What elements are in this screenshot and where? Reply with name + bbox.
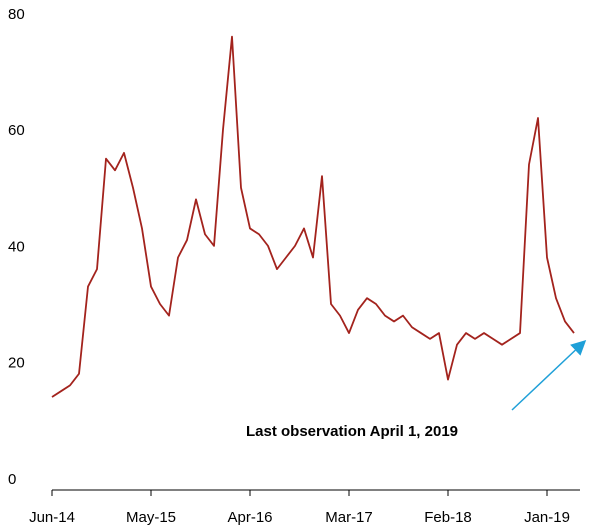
data-line (51, 35, 575, 398)
annotation: Last observation April 1, 2019 (246, 423, 458, 440)
x-tick-label: Feb-18 (424, 509, 472, 526)
y-tick-label: 80 (8, 6, 25, 23)
y-tick-label: 40 (8, 238, 25, 255)
x-tick-label: Jan-19 (524, 509, 570, 526)
x-tick-label: Mar-17 (325, 509, 373, 526)
y-tick-label: 60 (8, 122, 25, 139)
x-tick-label: Jun-14 (29, 509, 75, 526)
y-tick-label: 0 (8, 471, 16, 488)
x-tick-label: Apr-16 (227, 509, 272, 526)
y-tick-label: 20 (8, 355, 25, 372)
x-tick-label: May-15 (126, 509, 176, 526)
annotation-arrow (511, 339, 587, 411)
